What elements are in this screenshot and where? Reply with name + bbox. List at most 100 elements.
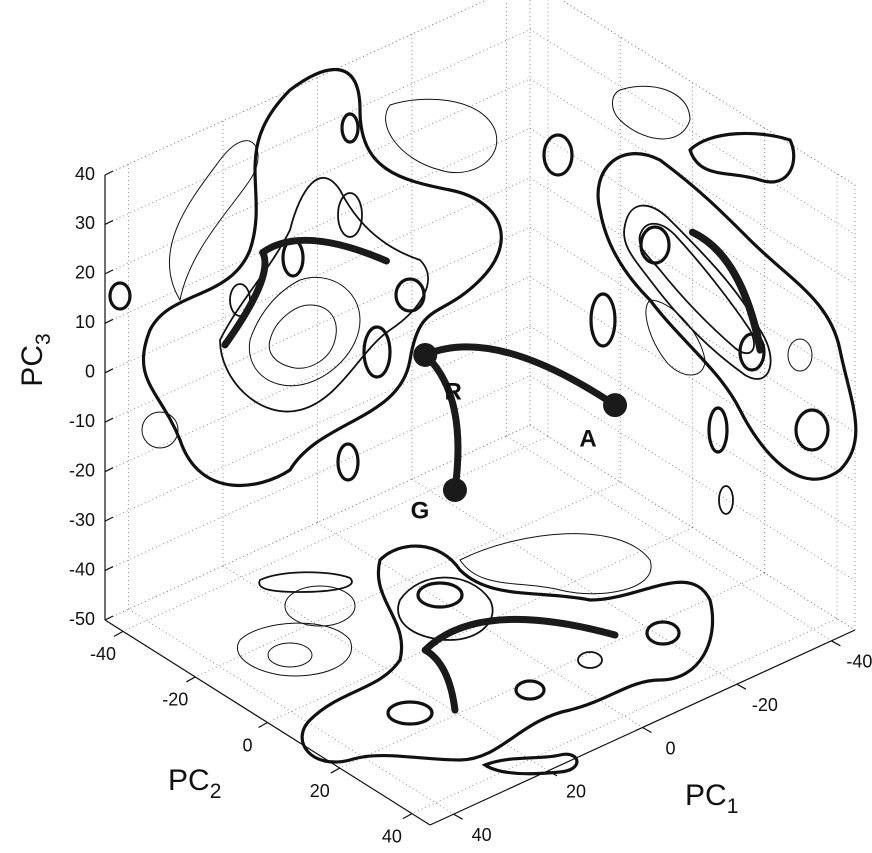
contour (542, 133, 574, 177)
z-tick (104, 566, 114, 572)
contour (108, 281, 132, 311)
z-tick (104, 318, 114, 324)
y-tick (402, 813, 413, 820)
contour (268, 304, 337, 369)
contour (645, 620, 681, 646)
y-tick-label: 40 (382, 826, 402, 846)
grid-line (529, 29, 856, 235)
grid-line (506, 435, 832, 642)
labels: PC3 PC2 PC1 (16, 333, 738, 818)
contour (589, 292, 617, 348)
contour (638, 222, 755, 354)
contour (688, 131, 796, 184)
contour (340, 112, 360, 144)
x-tick (642, 726, 652, 734)
contour (267, 642, 313, 668)
trajectory-3d (421, 343, 619, 409)
z-tick (104, 516, 114, 522)
y-axis-label: PC2 (168, 764, 221, 803)
contour (237, 622, 353, 677)
box-edge (104, 0, 488, 176)
grid-line (122, 436, 549, 632)
point-label: G (411, 497, 430, 524)
x-tick (547, 770, 558, 777)
contour (612, 85, 691, 140)
x-tick-label: -20 (752, 695, 778, 715)
contour (514, 679, 546, 701)
z-tick-label: -30 (69, 510, 95, 530)
contour (258, 571, 353, 593)
z-tick-label: 20 (75, 263, 95, 283)
y-tick (258, 721, 268, 729)
grid-line (411, 478, 738, 685)
contour (385, 98, 498, 174)
trajectories: R A G (221, 228, 764, 714)
contour (707, 406, 729, 454)
contour (141, 411, 179, 449)
contour (718, 485, 734, 515)
y-tick-label: -20 (162, 690, 188, 710)
trajectory-right-wall (689, 228, 764, 354)
grid-line (529, 276, 856, 483)
z-tick (104, 368, 114, 374)
y-tick-label: -40 (90, 644, 116, 664)
grid-line (104, 0, 488, 176)
contour (336, 442, 360, 482)
z-tick-label: -50 (69, 609, 95, 629)
contour (787, 338, 813, 372)
grid-line (104, 78, 531, 275)
trajectory-3d (421, 351, 462, 494)
point-label: R (445, 378, 462, 405)
x-tick-label: 20 (566, 782, 586, 802)
contours (108, 67, 858, 776)
grid-line (104, 375, 531, 571)
contour (362, 325, 392, 379)
contour (738, 332, 766, 372)
z-axis-label: PC3 (16, 333, 55, 386)
contour (386, 700, 434, 726)
point (442, 478, 467, 503)
contour (459, 533, 652, 595)
contour (169, 140, 259, 302)
x-tick-label: -40 (846, 652, 872, 672)
grid-line (128, 608, 454, 815)
contour (394, 277, 426, 313)
z-tick-label: 40 (75, 164, 95, 184)
x-tick-label: 0 (665, 738, 675, 758)
z-tick-label: -20 (69, 460, 95, 480)
y-tick-label: 0 (242, 735, 252, 755)
grid-line (529, 375, 856, 581)
z-tick-label: 30 (75, 213, 95, 233)
y-tick-label: 20 (310, 781, 330, 801)
z-tick (104, 615, 114, 621)
contour (284, 585, 356, 627)
contour (639, 225, 671, 265)
contour (416, 581, 464, 609)
grid-line (411, 618, 838, 814)
z-tick (104, 417, 114, 423)
y-tick (330, 767, 341, 774)
grid-line (529, 325, 856, 532)
box-edge (529, 424, 856, 631)
trajectory-floor (421, 615, 619, 654)
x-axis-label: PC1 (685, 779, 738, 818)
grid-line (529, 78, 856, 285)
contour (794, 408, 830, 452)
x-tick (736, 683, 747, 690)
contour (300, 544, 715, 764)
point (603, 393, 628, 418)
z-tick (104, 219, 114, 225)
contour (141, 67, 503, 488)
z-tick-label: 10 (75, 312, 95, 332)
contour (337, 192, 363, 238)
contour (397, 576, 494, 641)
x-tick (453, 813, 463, 820)
frame: -50 -40 -30 -20 -10 0 10 20 30 40 -40 -20 0 20 40 -40 -2… (69, 164, 872, 847)
trajectory-left-wall (259, 236, 390, 265)
grid (104, 0, 856, 815)
contour (481, 752, 579, 776)
point-label: A (579, 425, 596, 452)
box-edge (560, 0, 856, 186)
z-tick-label: -10 (69, 411, 95, 431)
